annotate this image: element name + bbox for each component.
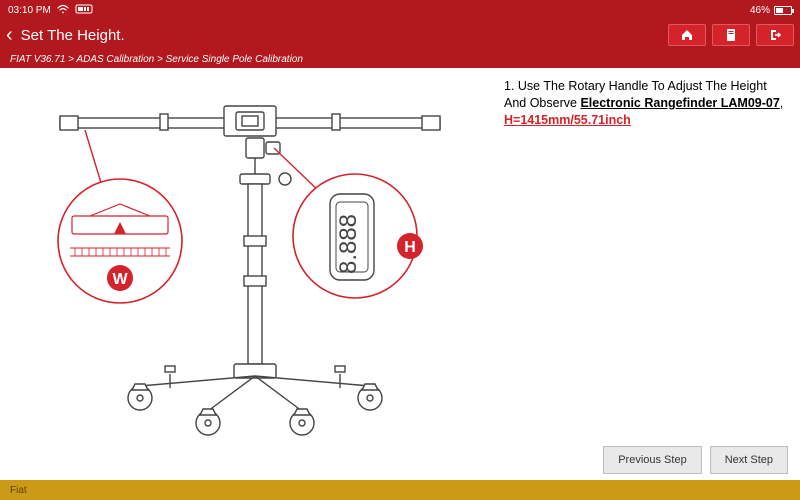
nav-buttons: Previous Step Next Step xyxy=(603,446,788,474)
doc-icon xyxy=(725,28,737,42)
battery-pct: 46% xyxy=(750,5,770,16)
label-w: W xyxy=(112,271,128,288)
doc-button[interactable] xyxy=(712,24,750,46)
status-bar: 03:10 PM 46% xyxy=(0,0,800,20)
title-bar: ‹ Set The Height. xyxy=(0,20,800,50)
instruction-pane: 1. Use The Rotary Handle To Adjust The H… xyxy=(500,68,800,460)
battery-icon xyxy=(774,6,792,15)
home-button[interactable] xyxy=(668,24,706,46)
wifi-icon xyxy=(57,4,69,17)
instruction-device: Electronic Rangefinder LAM09-07 xyxy=(580,96,779,110)
home-icon xyxy=(680,28,694,42)
back-icon[interactable]: ‹ xyxy=(6,24,13,47)
instruction-measurement: H=1415mm/55.71inch xyxy=(504,113,631,127)
status-time: 03:10 PM xyxy=(8,5,51,16)
exit-button[interactable] xyxy=(756,24,794,46)
exit-icon xyxy=(768,28,782,42)
next-step-button[interactable]: Next Step xyxy=(710,446,788,474)
label-h: H xyxy=(404,239,416,256)
footer-bar: Fiat xyxy=(0,480,800,500)
device-icon xyxy=(75,3,93,18)
instruction-sep: , xyxy=(780,96,783,110)
breadcrumb-text: FIAT V36.71 > ADAS Calibration > Service… xyxy=(10,54,303,65)
instruction-num: 1. xyxy=(504,79,518,93)
instruction-text: 1. Use The Rotary Handle To Adjust The H… xyxy=(504,78,786,129)
calibration-stand-diagram: W 8.888 H xyxy=(10,76,490,446)
footer-text: Fiat xyxy=(10,485,27,496)
previous-step-button[interactable]: Previous Step xyxy=(603,446,701,474)
diagram-pane: W 8.888 H xyxy=(0,68,500,460)
content-area: W 8.888 H 1. Use The Rotary Handle To Ad… xyxy=(0,68,800,460)
page-title: Set The Height. xyxy=(21,27,125,44)
breadcrumb: FIAT V36.71 > ADAS Calibration > Service… xyxy=(0,50,800,68)
display-value: 8.888 xyxy=(335,214,362,274)
